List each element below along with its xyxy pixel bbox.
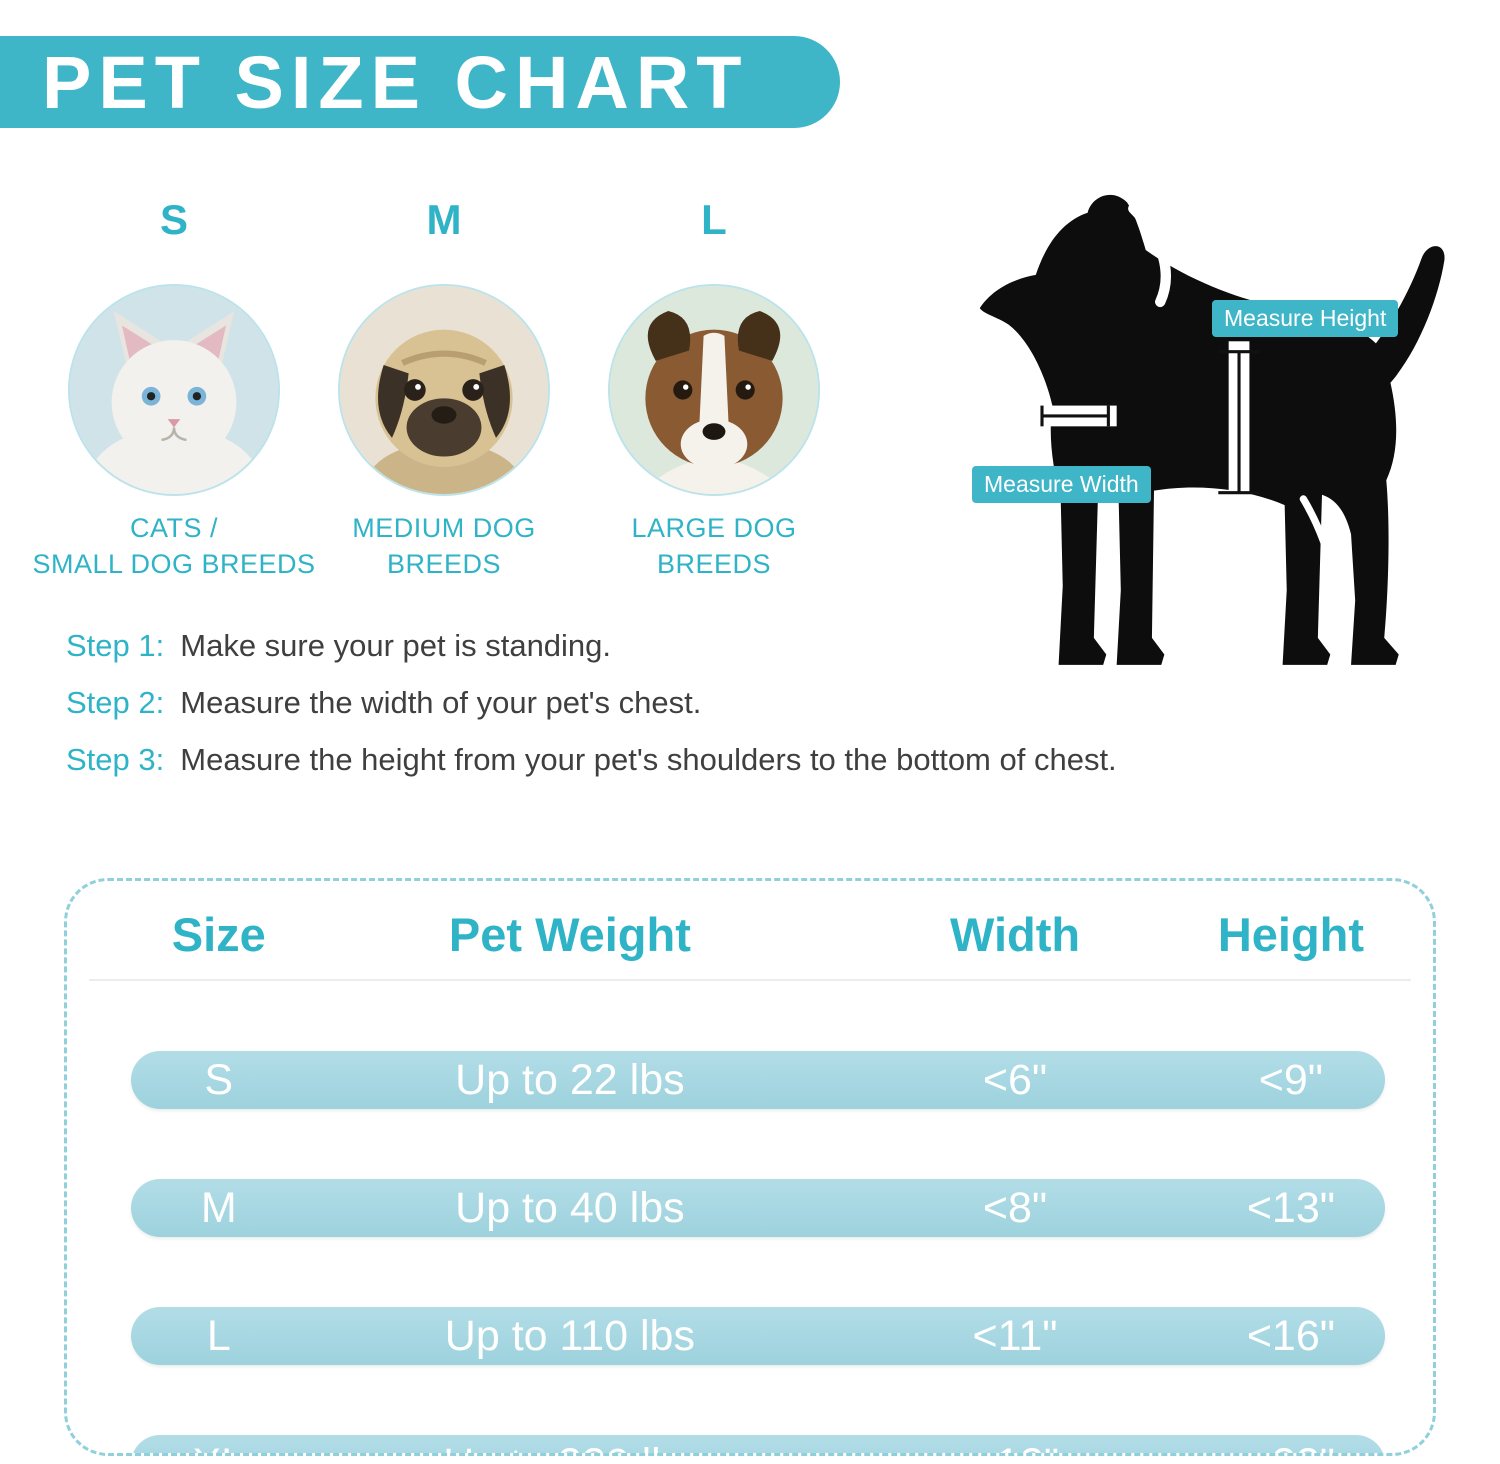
column-header-size: Size [171,908,266,961]
dog-silhouette-icon [979,194,1445,667]
caption-line: BREEDS [386,549,502,580]
size-label-l: L [701,196,727,243]
table-header: Size Pet Weight Width Height [131,907,1385,963]
title-banner: PET SIZE CHART [0,36,840,128]
pet-caption-medium: MEDIUM DOG BREEDS [352,510,536,583]
measure-width-badge: Measure Width [972,466,1151,503]
cell-weight: Up to 220 lbs [307,1440,834,1454]
pet-card-small: S CATS / [32,196,315,583]
pet-photo-pug [338,284,550,496]
pet-photo-shepherd [608,284,820,496]
cell-size: XL [131,1440,307,1454]
caption-line: MEDIUM DOG [352,513,536,543]
table-row-s: S Up to 22 lbs <6" <9" [131,1051,1385,1109]
cell-size: L [206,1311,231,1360]
table-row-xl: XL Up to 220 lbs <12" <22" [131,1435,1385,1454]
caption-line: SMALL DOG BREEDS [32,549,316,580]
pet-caption-large: LARGE DOG BREEDS [631,510,796,583]
pet-photo-cat [68,284,280,496]
measurement-diagram: Measure Height Measure Width [930,185,1490,705]
step-label: Step 1: [66,628,165,663]
cell-height: <13" [1246,1183,1336,1232]
step-item: Step 2: Measure the width of your pet's c… [66,685,1486,721]
header-divider [89,979,1411,981]
table-row-m: M Up to 40 lbs <8" <13" [131,1179,1385,1237]
measurement-steps: Step 1: Make sure your pet is standing. S… [66,628,1486,799]
size-label-s: S [159,196,188,243]
cell-width: <11" [972,1311,1058,1360]
cell-height: <22" [1197,1440,1385,1454]
size-label-m: M [426,196,462,243]
pug-image-icon [340,286,548,494]
caption-line: LARGE DOG [631,513,797,543]
step-text: Make sure your pet is standing. [180,628,612,663]
page-title: PET SIZE CHART [42,40,749,124]
cell-size: S [204,1055,234,1104]
cell-size: M [200,1183,237,1232]
step-text: Measure the width of your pet's chest. [180,685,702,720]
cell-weight: Up to 22 lbs [455,1055,685,1104]
step-text: Measure the height from your pet's shoul… [180,742,1117,777]
pet-categories: S CATS / [32,196,844,583]
pet-caption-small: CATS / SMALL DOG BREEDS [32,510,315,583]
measure-height-badge: Measure Height [1212,300,1399,337]
cell-width: <8" [982,1183,1048,1232]
table-row-l: L Up to 110 lbs <11" <16" [131,1307,1385,1365]
caption-line: BREEDS [656,549,772,580]
step-label: Step 3: [66,742,165,777]
pet-card-medium: M MEDIUM DOG [314,196,574,583]
column-header-width: Width [950,908,1081,961]
column-header-weight: Pet Weight [448,908,691,961]
column-header-height: Height [1217,908,1365,961]
size-chart-table: Size Pet Weight Width Height S Up to 22 … [64,878,1436,1456]
cell-height: <16" [1246,1311,1336,1360]
pet-card-large: L LARGE DOG B [584,196,844,583]
cell-width: <12" [833,1440,1197,1454]
cell-width: <6" [982,1055,1048,1104]
shepherd-image-icon [610,286,818,494]
cat-image-icon [70,286,278,494]
step-label: Step 2: [66,685,165,720]
cell-weight: Up to 110 lbs [444,1311,695,1360]
cell-weight: Up to 40 lbs [455,1183,685,1232]
cell-height: <9" [1258,1055,1324,1104]
caption-line: CATS / [130,513,219,543]
step-item: Step 3: Measure the height from your pet'… [66,742,1486,778]
step-item: Step 1: Make sure your pet is standing. [66,628,1486,664]
